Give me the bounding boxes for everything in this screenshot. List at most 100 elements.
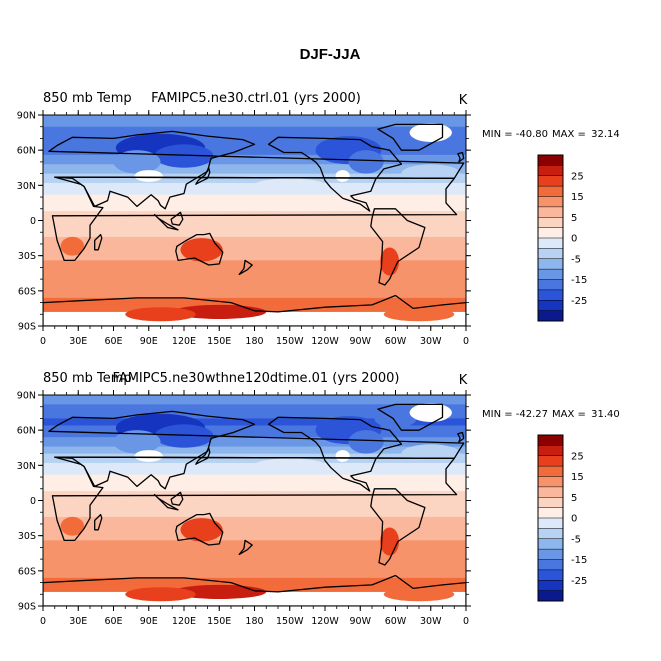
lat-band [43,530,466,534]
temperature-anomaly [348,430,384,454]
lat-band [43,246,466,250]
colorbar-swatch [538,549,563,560]
lat-band [43,409,466,413]
lat-band [43,136,466,140]
coastline [170,491,184,506]
lon-tick-label: 0 [463,336,469,347]
lon-tick-label: 150E [207,336,231,347]
colorbar-swatch [538,269,563,280]
temperature-anomaly [172,304,267,319]
colorbar-frame [537,434,564,602]
lat-band [43,477,466,480]
colorbar-swatch [538,497,563,508]
lat-band [43,601,466,605]
colorbar-swatch [538,435,563,446]
lon-tick-label: 120E [172,616,196,627]
lat-band [43,552,466,556]
lat-band [43,448,466,452]
lat-band [43,465,466,469]
lat-band [43,603,466,606]
lon-tick-label: 60W [385,616,407,627]
lat-band [43,495,466,499]
lat-band [43,547,466,551]
colorbar-label: -15 [571,555,587,566]
lat-band [43,201,466,205]
lat-band [43,236,466,240]
lat-band [43,215,466,219]
lat-band [43,241,466,245]
lat-band [43,502,466,506]
lat-band [43,250,466,254]
temperature-anomaly [254,458,325,473]
lat-band [43,540,466,544]
lat-band [43,523,466,527]
lat-band [43,420,466,424]
lat-band [43,500,466,504]
lon-tick-label: 0 [463,616,469,627]
lat-tick-label: 60N [17,146,36,157]
temperature-anomaly [380,247,400,276]
lat-band [43,279,466,283]
lat-band [43,157,466,161]
colorbar-label: 15 [571,192,584,203]
lat-tick-label: 90S [18,602,36,613]
lat-band [43,462,466,466]
lat-band [43,458,466,462]
temperature-anomaly [154,144,214,168]
missing-data-region [134,170,163,182]
lat-band [43,535,466,539]
coastline [238,539,253,556]
lat-band [43,474,466,478]
lat-band [43,505,466,509]
colorbar-swatch [538,580,563,591]
lat-band [43,204,466,208]
lat-band [43,441,466,445]
lat-tick-label: 60S [18,566,36,577]
lat-band [43,138,466,142]
lat-band [43,262,466,266]
lat-band [43,274,466,278]
colorbar-label: 0 [571,234,577,245]
lat-band [43,133,466,137]
lon-tick-label: 120W [311,616,339,627]
temperature-anomaly [348,150,384,174]
lat-band [43,488,466,492]
coastline [175,232,224,266]
lat-band [43,406,466,410]
colorbar-swatch [538,186,563,197]
lat-band [43,269,466,273]
colorbar-label: -25 [571,296,587,307]
lat-band [43,451,466,455]
colorbar-swatch [538,507,563,519]
lat-band [43,300,466,304]
coastline [153,213,179,231]
temperature-anomaly [172,584,267,599]
temperature-anomaly [383,307,455,322]
lat-band [43,395,466,398]
lat-band [43,171,466,175]
panel-units: K [459,93,468,108]
max-value: 32.14 [591,129,620,140]
colorbar-swatch [538,175,563,187]
lat-band [43,556,466,560]
max-label: MAX = [552,409,589,420]
coastline [94,233,103,251]
lat-band [43,460,466,464]
lat-band [43,507,466,511]
lat-band [43,182,466,186]
lat-band [43,286,466,290]
coastline [43,574,466,606]
coastline [370,208,426,286]
lat-band [43,253,466,257]
lat-band [43,168,466,172]
colorbar-swatch [538,206,563,218]
lat-band [43,563,466,567]
panel-center-title: FAMIPC5.ne30.ctrl.01 (yrs 2000) [151,91,361,106]
colorbar-swatch [538,300,563,311]
colorbar-swatch [538,538,563,550]
lat-band [43,446,466,450]
coastline [43,294,466,326]
lon-tick-label: 60E [104,616,122,627]
